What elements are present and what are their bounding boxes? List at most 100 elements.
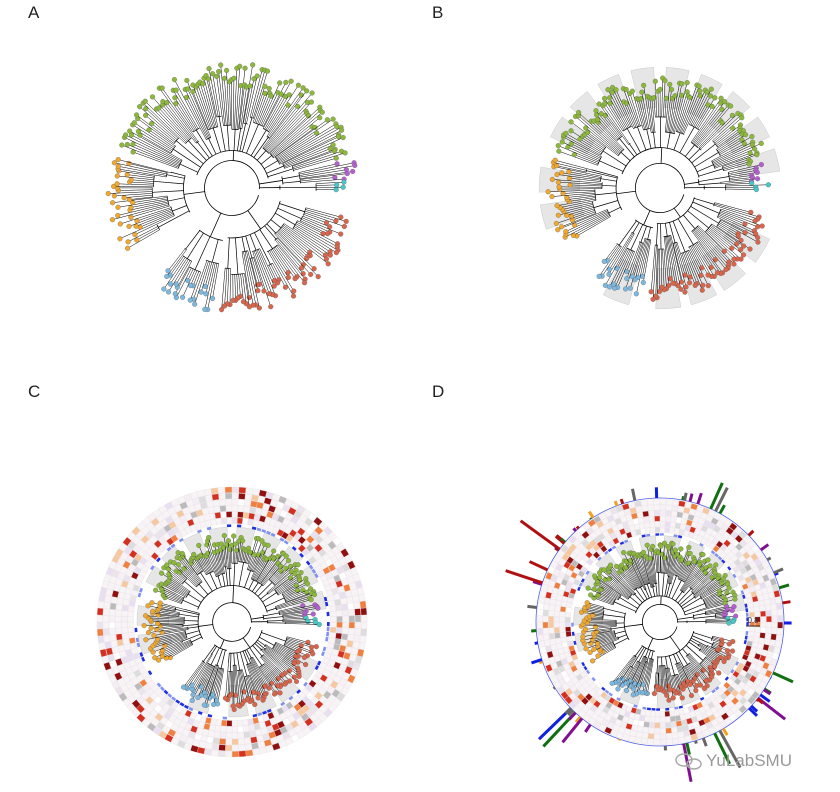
branch [246,649,252,659]
branch [602,150,627,167]
heat-cell [226,517,233,524]
heat-cell [244,493,253,501]
heat-cell [538,596,546,604]
tip [319,109,325,115]
branch [661,554,663,573]
branch [162,641,192,657]
tip [128,214,134,220]
branch [300,177,335,182]
branch [720,181,752,184]
branch [693,109,723,145]
bar [747,529,755,537]
tip [278,563,284,569]
bar [538,660,543,665]
branch [615,176,623,211]
tip [633,291,639,297]
branch [285,592,307,602]
branch [204,160,260,216]
heat-cell [670,516,677,523]
heat-cell [109,627,116,635]
tip [171,560,177,566]
branch [198,545,211,573]
tip [640,280,646,286]
branch [216,668,223,701]
branch [632,91,644,131]
blue-cell [326,626,330,632]
bar [688,493,694,503]
branch [601,569,631,597]
blue-cell [745,631,749,636]
tip [312,124,318,131]
blue-cell [677,535,683,539]
branch [251,554,259,572]
branch [700,649,718,662]
branch [173,90,198,130]
heat-cell [759,605,766,612]
tip [640,681,646,688]
blue-cell [745,612,749,617]
branch [690,637,708,647]
tip [678,546,684,552]
heat-cell [102,615,110,623]
bar [782,600,791,605]
branch [234,665,239,706]
branch [637,661,647,685]
branch [643,128,651,131]
heat-cell [664,710,671,717]
blue-cell [571,631,575,636]
heat-cell [548,632,556,640]
branch [209,572,218,589]
tip [142,98,148,104]
tip [747,246,753,252]
branch [283,137,344,165]
branch [617,594,622,601]
branch [227,237,230,269]
branch [594,189,597,201]
tip [213,697,219,703]
branch [697,598,736,611]
branch [298,163,338,173]
tip [154,626,160,633]
branch [136,208,172,222]
branch [208,68,219,117]
bar [773,571,779,576]
bar [575,525,580,530]
branch [686,665,695,679]
branch [278,604,315,613]
branch [665,668,669,686]
tip [601,258,607,265]
blue-cell [314,665,320,671]
branch [618,656,637,684]
branch [704,592,728,603]
branch [601,185,617,187]
bar [759,693,771,703]
branch [276,231,315,269]
tip [191,551,197,557]
branch [716,127,741,146]
tip [141,623,147,629]
branch [276,599,312,610]
tip [317,115,323,121]
tip [713,562,719,568]
branch [591,121,623,152]
heat-cell [231,511,238,518]
branch [661,78,663,117]
blue-cell [136,642,141,648]
branch [277,231,307,259]
tip [126,223,132,229]
bar [748,707,759,717]
heat-cell [353,634,361,643]
branch [250,258,258,285]
tree-panel [538,66,781,310]
blue-cell [326,622,330,627]
tip [618,562,625,568]
branch [148,627,188,633]
heat-cell [360,607,368,616]
branch [254,643,262,650]
clade-highlight [253,532,282,569]
branch [588,604,604,609]
heat-cell [330,616,337,623]
blue-cell [646,533,651,537]
branch [204,555,212,573]
tip [350,168,356,175]
